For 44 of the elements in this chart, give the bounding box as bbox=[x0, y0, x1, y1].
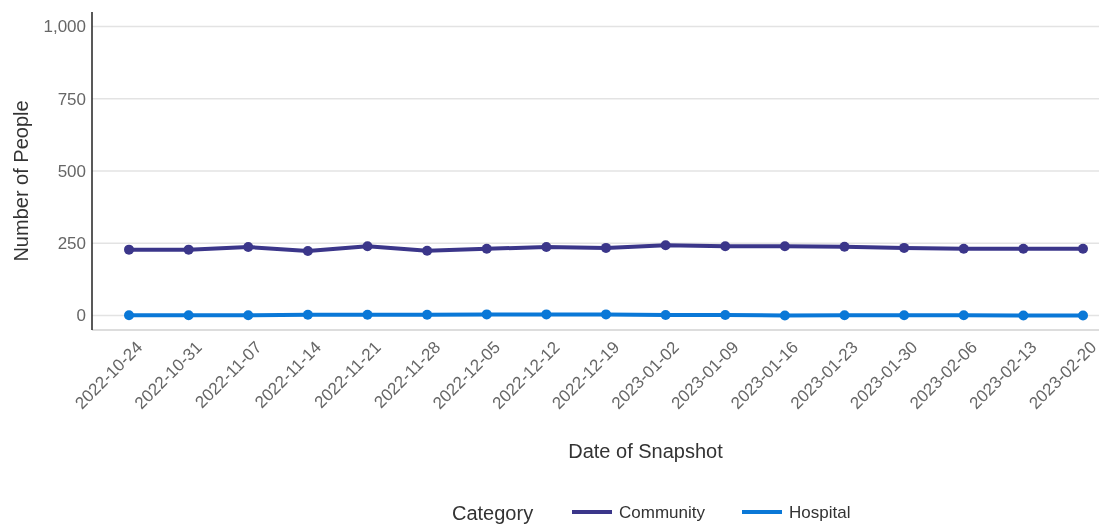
point bbox=[601, 242, 611, 253]
point bbox=[124, 310, 134, 321]
legend-label: Hospital bbox=[789, 502, 851, 522]
point bbox=[362, 309, 373, 320]
point bbox=[541, 309, 552, 320]
legend-title: Category bbox=[452, 502, 534, 524]
point bbox=[660, 309, 671, 320]
point bbox=[183, 244, 194, 255]
point bbox=[601, 309, 611, 320]
point bbox=[541, 242, 552, 253]
y-tick-label: 1,000 bbox=[43, 17, 86, 37]
point bbox=[422, 245, 433, 256]
y-tick-label: 500 bbox=[57, 161, 86, 181]
point bbox=[1078, 310, 1088, 321]
y-tick-label: 0 bbox=[76, 306, 86, 326]
legend-label: Community bbox=[619, 502, 706, 522]
x-axis-title: Date of Snapshot bbox=[568, 440, 724, 462]
point bbox=[958, 310, 969, 321]
point bbox=[124, 244, 134, 255]
point bbox=[481, 309, 492, 320]
point bbox=[779, 310, 790, 321]
point bbox=[839, 310, 850, 321]
point bbox=[243, 242, 254, 253]
y-tick-label: 750 bbox=[57, 89, 86, 109]
point bbox=[839, 241, 850, 252]
y-axis-title: Number of People bbox=[10, 100, 32, 262]
point bbox=[660, 240, 671, 251]
point bbox=[899, 242, 910, 253]
point bbox=[481, 243, 492, 254]
point bbox=[720, 309, 731, 320]
point bbox=[899, 310, 910, 321]
point bbox=[779, 241, 790, 252]
point bbox=[422, 309, 433, 320]
point bbox=[362, 241, 373, 252]
point bbox=[1078, 243, 1088, 254]
point bbox=[1018, 243, 1029, 254]
point bbox=[720, 241, 731, 252]
y-tick-label: 250 bbox=[57, 234, 86, 254]
point bbox=[1018, 310, 1029, 321]
point bbox=[183, 310, 194, 321]
point bbox=[302, 309, 313, 320]
point bbox=[243, 310, 254, 321]
point bbox=[302, 246, 313, 257]
point bbox=[958, 243, 969, 254]
